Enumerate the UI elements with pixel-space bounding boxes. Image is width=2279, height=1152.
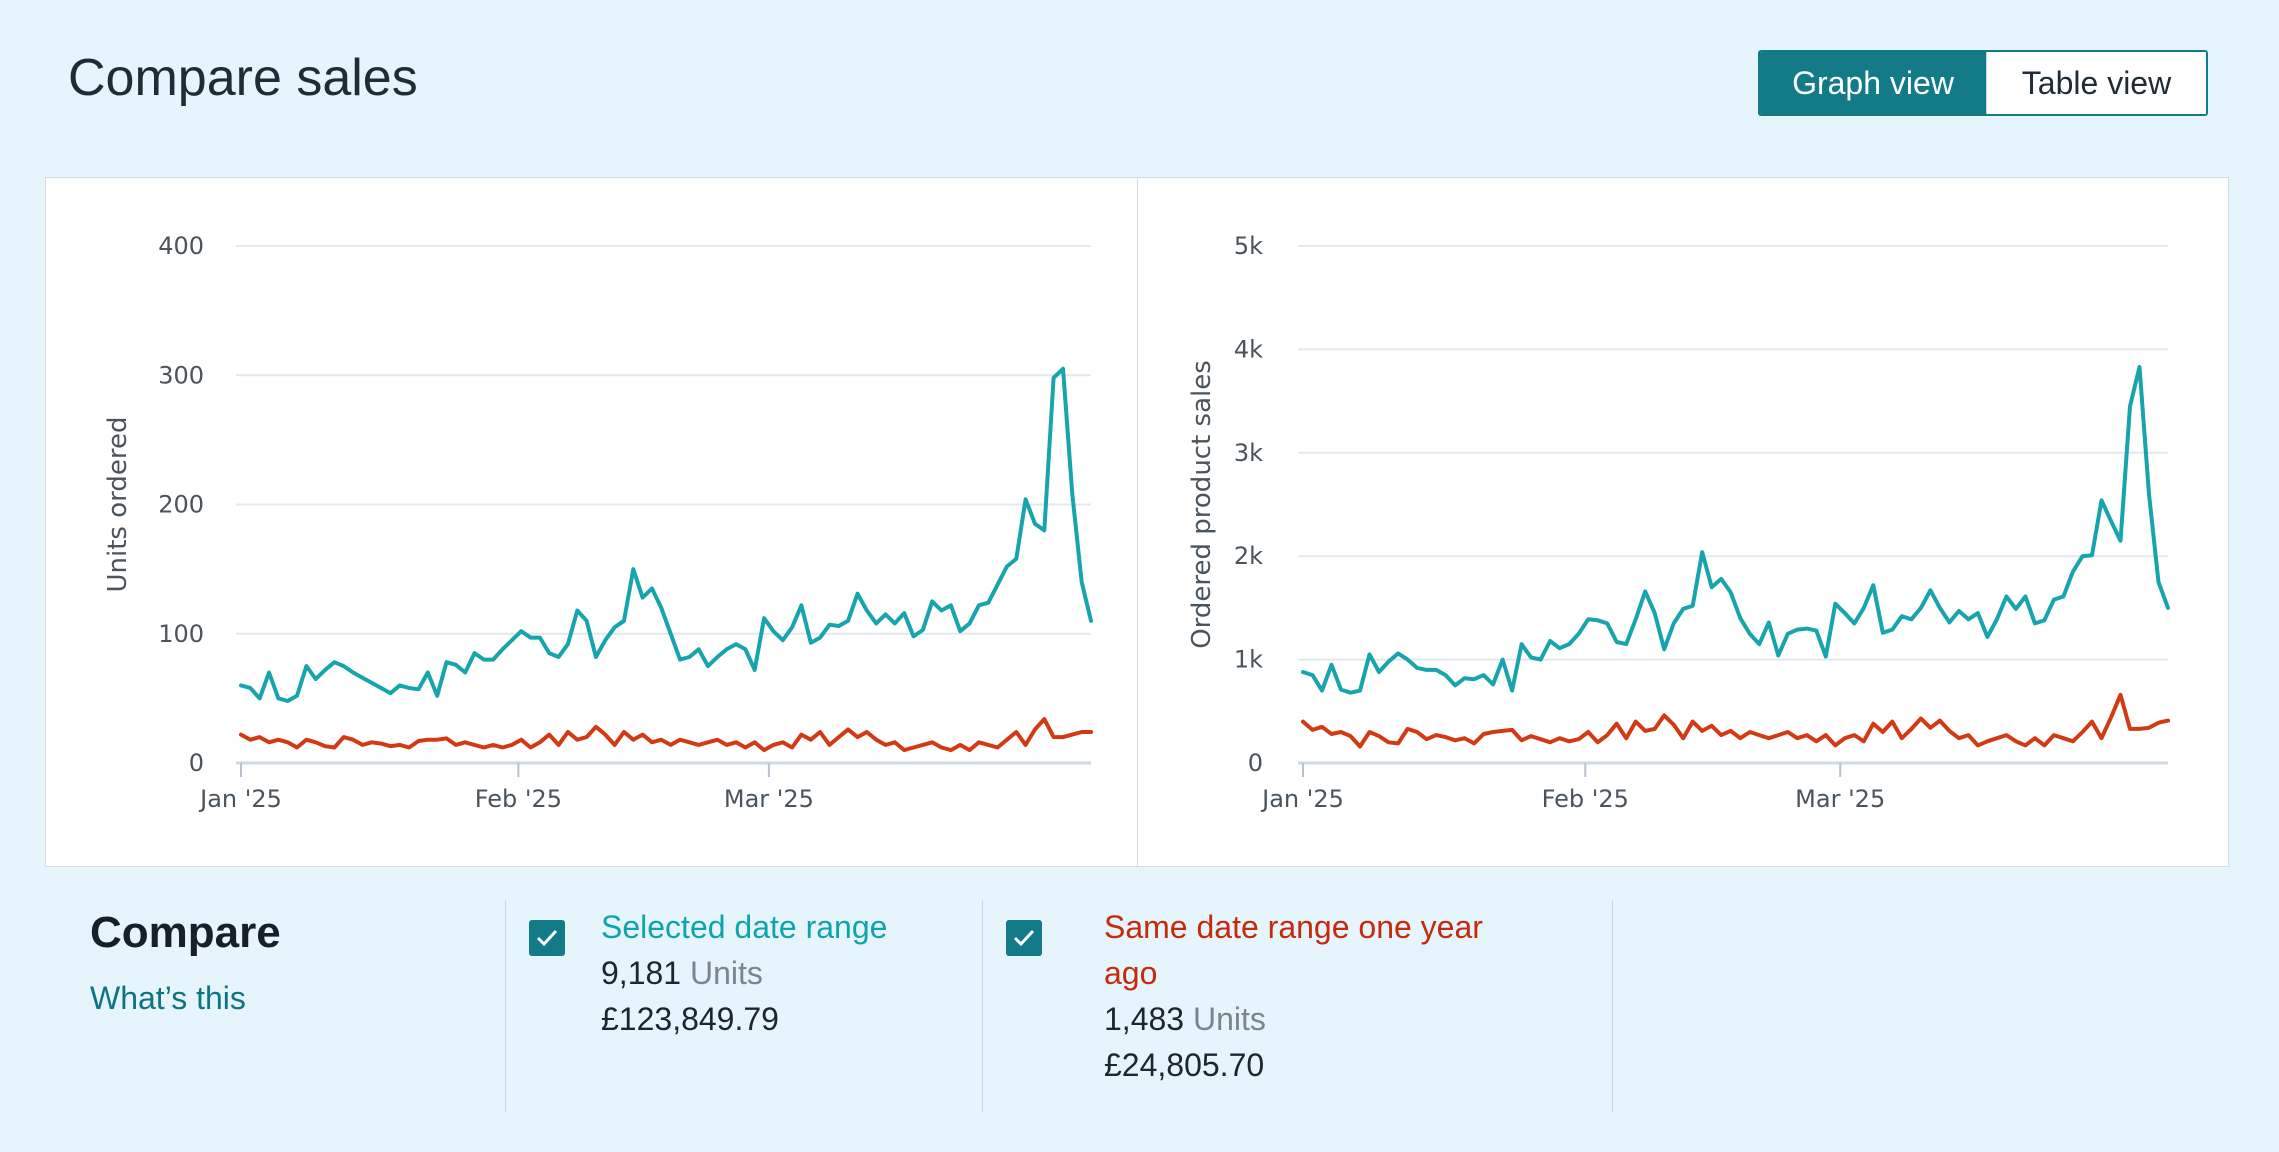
y-tick-label: 2k — [1234, 542, 1263, 570]
column-divider — [505, 900, 506, 1112]
y-tick-label: 0 — [1248, 749, 1263, 777]
units-label: Units — [689, 955, 763, 991]
y-tick-label: 1k — [1234, 646, 1263, 674]
x-tick-label: Jan '25 — [198, 785, 282, 813]
units-ordered-chart: 0 100 200 300 400 Units ordered Jan '25 Feb '25… — [103, 232, 1093, 813]
check-icon — [1013, 929, 1035, 947]
previous-year-line — [239, 717, 1093, 753]
column-divider — [982, 900, 983, 1112]
selected-range-label: Selected date range — [601, 909, 888, 945]
graph-view-button[interactable]: Graph view — [1760, 52, 1986, 114]
y-tick-label: 400 — [158, 232, 204, 260]
selected-range-sales: £123,849.79 — [601, 1001, 779, 1037]
y-tick-label: 300 — [158, 361, 204, 389]
x-tick-label: Jan '25 — [1260, 785, 1344, 813]
x-tick-label: Feb '25 — [1542, 785, 1629, 813]
y-tick-label: 4k — [1234, 335, 1263, 363]
units-value: 9,181 — [601, 955, 682, 991]
y-tick-label: 200 — [158, 491, 204, 519]
table-view-button[interactable]: Table view — [1986, 52, 2206, 114]
previous-range-label: Same date range one year ago — [1104, 909, 1483, 991]
selected-range-units: 9,181 Units — [601, 950, 887, 996]
units-label: Units — [1192, 1001, 1266, 1037]
ordered-product-sales-chart: 0 1k 2k 3k 4k 5k Ordered product sales Jan '25 F… — [1187, 232, 2170, 813]
previous-range-units: 1,483 Units — [1104, 996, 1524, 1042]
y-tick-label: 100 — [158, 620, 204, 648]
y-axis-label: Units ordered — [103, 417, 133, 593]
y-tick-label: 0 — [189, 749, 204, 777]
x-tick-label: Mar '25 — [1795, 785, 1885, 813]
y-tick-label: 3k — [1234, 439, 1263, 467]
selected-range-line — [1301, 365, 2170, 695]
x-tick-label: Feb '25 — [475, 785, 562, 813]
units-value: 1,483 — [1104, 1001, 1185, 1037]
previous-range-checkbox[interactable] — [1006, 920, 1042, 956]
charts-panel: 0 100 200 300 400 Units ordered Jan '25 Feb '25… — [45, 177, 2229, 867]
column-divider — [1612, 900, 1613, 1112]
compare-section: Compare What’s this Selected date range … — [0, 900, 2279, 1115]
selected-range-legend: Selected date range 9,181 Units £123,849… — [601, 904, 887, 1042]
y-tick-label: 5k — [1234, 232, 1263, 260]
chart-divider — [1137, 178, 1138, 866]
selected-range-line — [239, 366, 1093, 703]
previous-year-line — [1301, 692, 2170, 749]
selected-range-checkbox[interactable] — [529, 920, 565, 956]
y-axis-label: Ordered product sales — [1187, 360, 1217, 649]
view-toggle: Graph view Table view — [1758, 50, 2208, 116]
compare-title: Compare — [90, 908, 281, 957]
previous-range-legend: Same date range one year ago 1,483 Units… — [1104, 904, 1524, 1088]
whats-this-link[interactable]: What’s this — [90, 980, 246, 1016]
previous-range-sales: £24,805.70 — [1104, 1047, 1265, 1083]
page-title: Compare sales — [68, 49, 418, 107]
x-tick-label: Mar '25 — [724, 785, 814, 813]
check-icon — [536, 929, 558, 947]
